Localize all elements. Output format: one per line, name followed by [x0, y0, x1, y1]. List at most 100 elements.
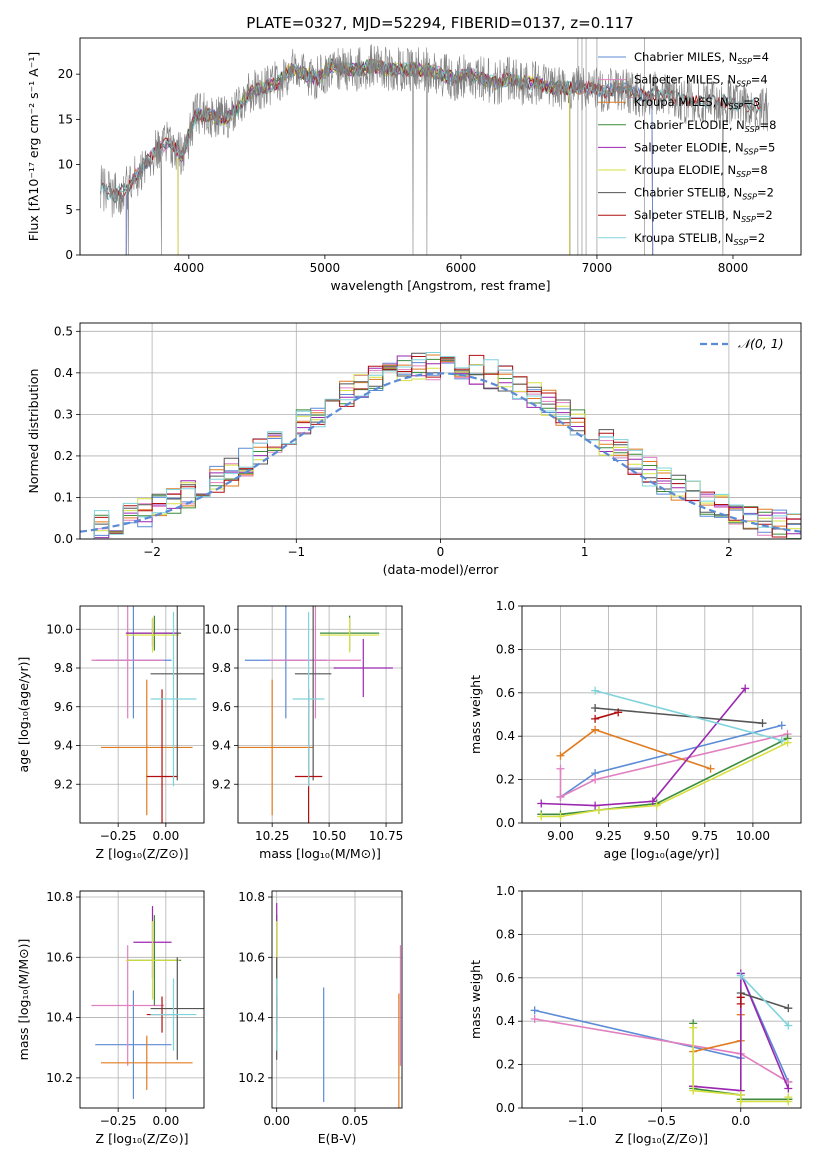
weight-marker [537, 799, 546, 808]
weight-marker [591, 703, 600, 712]
legend-label-subscript: SSP [737, 57, 752, 66]
y-tick-label: 10.0 [46, 622, 73, 636]
errorbar-point [150, 957, 204, 1060]
errorbar-point [125, 921, 180, 1000]
weight-line-chabrier-stelib [595, 707, 763, 724]
weight-marker [556, 812, 565, 821]
legend-label-nssp: =3 [743, 95, 760, 109]
plot-area [276, 903, 402, 1108]
y-tick-label: 10.8 [238, 890, 265, 904]
errorbar-point [333, 638, 393, 698]
axes-frame [271, 890, 403, 1109]
errorbar-point [91, 945, 164, 1066]
weight-marker [736, 993, 745, 1002]
plot-area [80, 352, 801, 539]
y-tick-label: 0.0 [496, 1101, 515, 1115]
errorbar-point [146, 689, 178, 823]
panel-weight-vs-Z: −1.0 −0.5 0.0 0.0 0.2 0.4 0.6 0.8 1.0 Z [log₁₀(Z/… [468, 884, 802, 1146]
x-tick-label: 0.00 [263, 1114, 290, 1128]
axes-frame [79, 890, 205, 1109]
x-axis-label: mass [log₁₀(M/M⊙)] [259, 846, 381, 861]
x-tick-label: 0.00 [152, 1114, 179, 1128]
legend-label-name: Kroupa MILES, N [634, 95, 729, 109]
weight-marker [784, 1093, 793, 1102]
weight-marker [530, 1015, 539, 1024]
y-axis-label: mass [log₁₀(M/M⊙)] [16, 939, 31, 1061]
weight-marker [652, 801, 661, 810]
weight-marker [689, 1023, 698, 1032]
errorbar-point [100, 679, 193, 816]
weight-marker [591, 714, 600, 723]
x-axis-label: Z [log₁₀(Z/Z⊙)] [615, 1131, 708, 1146]
x-tick-label: 9.50 [643, 829, 670, 843]
legend-label-subscript: SSP [742, 193, 757, 202]
weight-line-salpeter-miles [559, 733, 788, 799]
errorbar-point [238, 679, 314, 816]
legend-label-subscript: SSP [729, 102, 744, 111]
legend-label: Salpeter STELIB, NSSP=2 [634, 208, 773, 224]
y-tick-label: 9.8 [212, 661, 231, 675]
x-tick-label: 0 [437, 545, 445, 559]
legend-label-name: Salpeter ELODIE, N [634, 140, 744, 154]
axes-frame [79, 37, 802, 256]
panel-spectrum: 4000 5000 6000 7000 8000 0 5 10 15 20 wavelength [… [26, 37, 802, 293]
errorbar-point [150, 611, 197, 787]
y-tick-label: 0.6 [496, 686, 515, 700]
x-axis-label: wavelength [Angstrom, rest frame] [330, 278, 550, 293]
y-tick-label: 0.2 [54, 449, 73, 463]
x-tick-label: 0.05 [342, 1114, 369, 1128]
panel-weight-vs-age: 9.00 9.25 9.50 9.75 10.00 0.0 0.2 0.4 0.6 0.8 1.0 a… [468, 599, 802, 861]
y-tick-label: 1.0 [496, 599, 515, 613]
weight-marker [591, 686, 600, 695]
x-tick-label: −0.25 [100, 829, 137, 843]
x-tick-label: 0.0 [731, 1114, 750, 1128]
legend-label-name: Kroupa ELODIE, N [634, 163, 736, 177]
y-tick-label: 9.4 [54, 739, 73, 753]
errorbar-point [150, 978, 197, 1051]
y-tick-label: 0.4 [54, 366, 73, 380]
legend: 𝒩(0, 1) [700, 336, 784, 351]
weight-marker [537, 812, 546, 821]
legend-label-nssp: =8 [751, 163, 768, 177]
legend-label: Chabrier MILES, NSSP=4 [634, 50, 769, 66]
x-tick-label: 10.25 [255, 829, 289, 843]
legend-label-nssp: =2 [756, 208, 773, 222]
plot-area [91, 906, 204, 1099]
legend-label: Salpeter ELODIE, NSSP=5 [634, 140, 775, 156]
x-axis-label: Z [log₁₀(Z/Z⊙)] [96, 1131, 189, 1146]
y-tick-label: 0.8 [496, 642, 515, 656]
legend-label-nssp: =4 [752, 50, 769, 64]
legend-label-nssp: =5 [758, 140, 775, 154]
y-tick-label: 9.6 [212, 700, 231, 714]
y-tick-label: 9.8 [54, 661, 73, 675]
weight-marker [777, 721, 786, 730]
y-tick-label: 9.4 [212, 739, 231, 753]
axes-frame [79, 322, 802, 540]
plot-area [537, 684, 792, 821]
x-axis-label: E(B-V) [318, 1131, 357, 1146]
normal-curve [80, 372, 801, 533]
x-tick-label: 7000 [582, 261, 613, 275]
legend-label: Chabrier ELODIE, NSSP=8 [634, 118, 776, 134]
errorbar-point [91, 606, 164, 719]
x-tick-label: 10.75 [369, 829, 403, 843]
y-tick-label: 0.2 [496, 1058, 515, 1072]
y-tick-label: 0.0 [496, 816, 515, 830]
panel-mass-vs-ebv: 0.00 0.05 10.2 10.4 10.6 10.8 E(B-V) [238, 890, 403, 1146]
weight-marker [556, 764, 565, 773]
x-axis-label: (data-model)/error [383, 562, 500, 577]
y-axis-label: age [log₁₀(age/yr)] [16, 657, 31, 773]
x-axis-label: age [log₁₀(age/yr)] [604, 846, 720, 861]
x-tick-label: −1.0 [568, 1114, 597, 1128]
errorbar-point [125, 617, 180, 653]
errorbar-point [269, 606, 361, 719]
axes-frame [521, 605, 802, 824]
panel-age-vs-Z: −0.25 0.00 9.2 9.4 9.6 9.8 10.0 Z [log₁₀(Z/Z⊙)]… [16, 605, 205, 861]
errorbar-point [292, 611, 325, 787]
legend-label-subscript: SSP [734, 238, 749, 247]
y-tick-label: 0.1 [54, 490, 73, 504]
weight-marker [784, 1021, 793, 1030]
weight-marker [784, 1084, 793, 1093]
